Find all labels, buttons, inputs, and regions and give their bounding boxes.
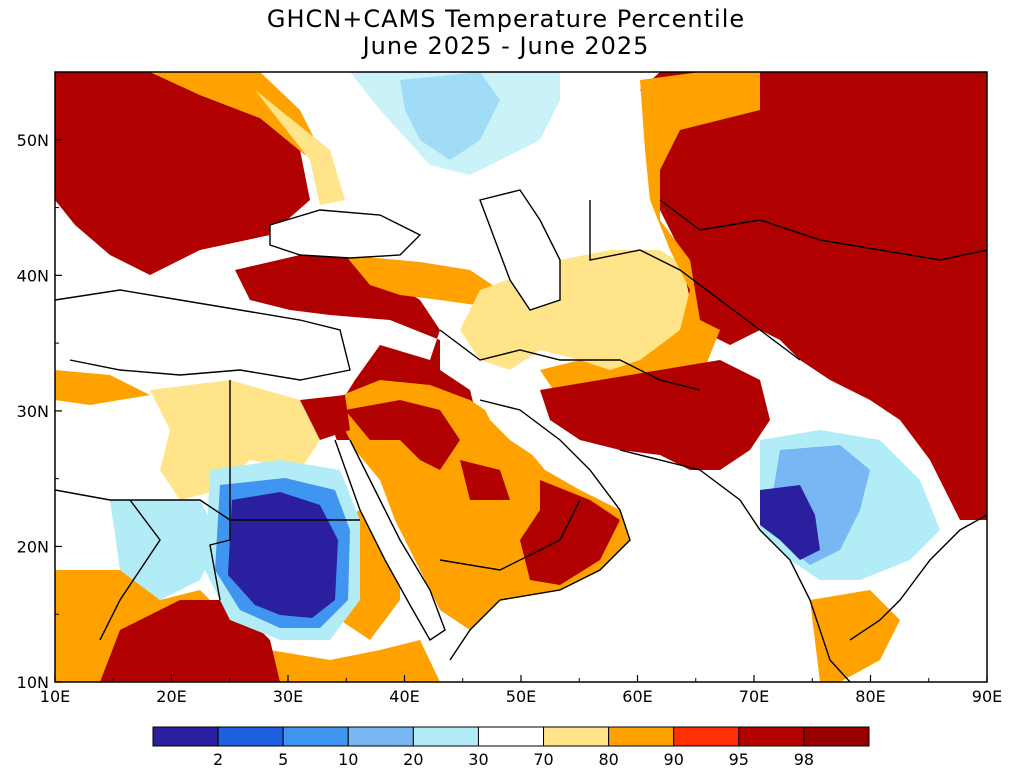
legend-swatch [282, 726, 349, 747]
persian-gulf [480, 400, 590, 480]
legend-swatch [412, 726, 479, 747]
lon-tick-label: 50E [506, 687, 536, 706]
egypt-98-strip [300, 395, 350, 440]
arabia-98-patch [460, 460, 510, 500]
caucasus-orange [345, 255, 500, 305]
lon-tick-label: 40E [389, 687, 419, 706]
coastlines [55, 189, 987, 682]
lon-tick-label: 20E [156, 687, 186, 706]
oman-98-region [520, 480, 620, 585]
lat-tick-label: 10N [17, 673, 49, 692]
lon-tick-label: 30E [273, 687, 303, 706]
lon-tick-label: 60E [622, 687, 652, 706]
legend-label: 90 [664, 750, 684, 769]
legend-swatch [803, 726, 870, 747]
legend-swatch [477, 726, 545, 747]
black-sea [270, 210, 420, 258]
legend-swatch [217, 726, 284, 747]
legend-label: 20 [403, 750, 423, 769]
chart-title-line-1: GHCN+CAMS Temperature Percentile [266, 5, 746, 33]
legend-colorbar: 2 5 10 20 30 70 80 90 95 98 [152, 726, 870, 769]
chart-title-line-2: June 2025 - June 2025 [362, 32, 650, 60]
legend-swatch [347, 726, 414, 747]
lat-tick-label: 20N [17, 537, 49, 556]
lat-tick-label: 30N [17, 402, 49, 421]
pakistan-98-region [540, 360, 770, 470]
lon-tick-label: 70E [739, 687, 769, 706]
legend-swatch [152, 726, 219, 747]
longitude-axis: 10E 20E 30E 40E 50E 60E 70E 80E 90E [40, 675, 1002, 706]
latitude-axis: 10N 20N 30N 40N 50N [17, 131, 62, 692]
lat-tick-label: 40N [17, 266, 49, 285]
europe-98-region [55, 72, 310, 275]
lon-tick-label: 80E [855, 687, 885, 706]
legend-label: 2 [213, 750, 223, 769]
europe-yellow-band [255, 90, 345, 205]
central-asia-orange-band [540, 72, 760, 440]
libya-orange-strip [55, 370, 150, 405]
central-asia-98-region [640, 72, 987, 520]
sudan-cold-core [228, 492, 338, 618]
bay-of-bengal [880, 520, 987, 682]
legend-label: 80 [598, 750, 618, 769]
legend-swatch [543, 726, 610, 747]
arabia-98-core [345, 400, 460, 470]
legend-label: 98 [794, 750, 814, 769]
legend-label: 30 [468, 750, 488, 769]
legend-label: 10 [338, 750, 358, 769]
legend-label: 70 [533, 750, 553, 769]
legend-label: 95 [729, 750, 749, 769]
lat-tick-label: 50N [17, 131, 49, 150]
india-cold-core [760, 485, 820, 560]
legend-label: 5 [278, 750, 288, 769]
russia-lightblue-region [350, 72, 560, 175]
lon-tick-label: 10E [40, 687, 70, 706]
red-sea [335, 440, 445, 640]
legend-swatch [738, 726, 805, 747]
legend-swatch [608, 726, 675, 747]
lon-tick-label: 90E [972, 687, 1002, 706]
mediterranean-sea [55, 290, 350, 380]
arabian-sea [450, 530, 820, 682]
libya-yellow-region [150, 380, 320, 500]
map-field [55, 72, 987, 682]
legend-swatch [673, 726, 740, 747]
europe-orange-band [150, 72, 320, 155]
